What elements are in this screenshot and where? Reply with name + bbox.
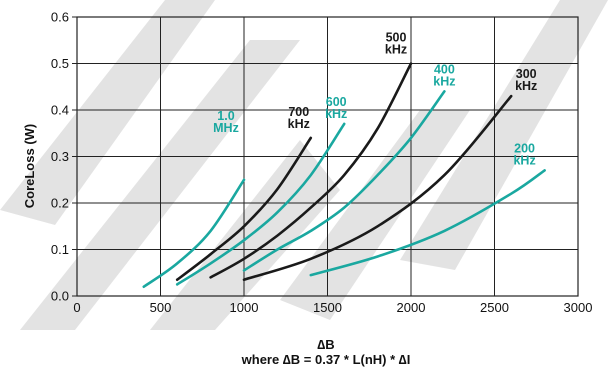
x-tick-label: 2000 bbox=[397, 300, 426, 315]
y-tick-label: 0.4 bbox=[51, 103, 69, 118]
y-tick-label: 0.1 bbox=[51, 242, 69, 257]
series-line-300-khz bbox=[242, 94, 513, 281]
series-label: 1.0 bbox=[217, 109, 234, 123]
series-label: kHz bbox=[513, 153, 535, 167]
series-line-500-khz bbox=[209, 62, 413, 279]
series-label: 400 bbox=[434, 62, 455, 76]
y-tick-label: 0.6 bbox=[51, 10, 69, 25]
plot-frame bbox=[76, 16, 579, 297]
x-tick-label: 1000 bbox=[230, 300, 259, 315]
series-label: 300 bbox=[516, 67, 537, 81]
tick-labels: 0 500 1000 1500 2000 2500 3000 0.0 0.1 0.2 0.3 0.4 0… bbox=[51, 10, 593, 316]
series-label: kHz bbox=[288, 117, 310, 131]
x-tick-label: 3000 bbox=[564, 300, 593, 315]
grid bbox=[72, 16, 579, 297]
x-tick-label: 2500 bbox=[480, 300, 509, 315]
x-tick-label: 0 bbox=[73, 300, 80, 315]
y-tick-label: 0.0 bbox=[51, 289, 69, 304]
series-line-1-0-mhz bbox=[142, 178, 246, 288]
x-tick-label: 500 bbox=[150, 300, 172, 315]
series-label: 200 bbox=[514, 141, 535, 155]
watermark-band bbox=[0, 0, 215, 225]
series-label: 600 bbox=[326, 95, 347, 109]
series-label: 500 bbox=[386, 31, 407, 45]
x-axis-title: ∆B bbox=[317, 337, 334, 352]
y-tick-label: 0.5 bbox=[51, 56, 69, 71]
series-line-600-khz bbox=[175, 122, 346, 286]
y-axis-title: CoreLoss (W) bbox=[22, 124, 37, 209]
series-line-700-khz bbox=[175, 136, 313, 281]
y-tick-label: 0.2 bbox=[51, 196, 69, 211]
series-labels: 1.0MHz700kHz600kHz500kHz400kHz300kHz200k… bbox=[213, 31, 537, 168]
series-group bbox=[142, 62, 546, 288]
x-axis-formula: where ∆B = 0.37 * L(nH) * ∆I bbox=[241, 352, 411, 367]
series-label: kHz bbox=[385, 43, 407, 57]
series-label: kHz bbox=[433, 74, 455, 88]
series-label: 700 bbox=[288, 105, 309, 119]
series-line-400-khz bbox=[242, 90, 446, 272]
series-label: kHz bbox=[325, 107, 347, 121]
y-tick-label: 0.3 bbox=[51, 149, 69, 164]
x-tick-label: 1500 bbox=[313, 300, 342, 315]
series-line-200-khz bbox=[309, 169, 546, 277]
watermark-band bbox=[150, 140, 340, 330]
series-label: kHz bbox=[515, 79, 537, 93]
series-label: MHz bbox=[213, 121, 239, 135]
